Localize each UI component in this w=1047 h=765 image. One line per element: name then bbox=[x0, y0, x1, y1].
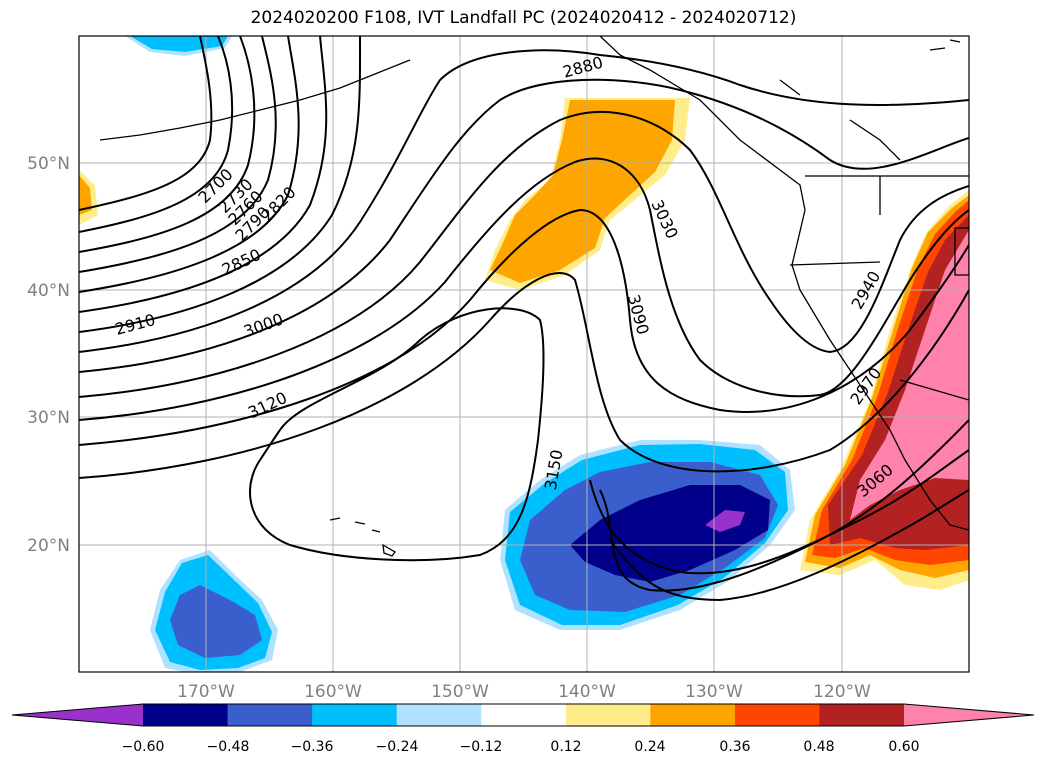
height-contours bbox=[79, 36, 969, 602]
colorbar-bin bbox=[481, 704, 567, 726]
colorbar-tick-label: 0.12 bbox=[550, 739, 581, 755]
lat-label: 50°N bbox=[27, 154, 70, 174]
lat-label: 40°N bbox=[27, 281, 70, 301]
colorbar-extend-max bbox=[904, 704, 1034, 726]
colorbar-tick-label: −0.60 bbox=[122, 739, 165, 755]
colorbar-extend-min bbox=[12, 704, 143, 726]
colorbar-outline bbox=[11, 703, 1035, 727]
colorbar-bin bbox=[734, 704, 820, 726]
lon-label: 130°W bbox=[685, 682, 743, 702]
colorbar-tick-label: −0.24 bbox=[376, 739, 419, 755]
map-frame bbox=[78, 35, 970, 673]
colorbar-bin bbox=[565, 704, 651, 726]
gridlines bbox=[79, 36, 969, 672]
lon-label: 150°W bbox=[431, 682, 489, 702]
latitude-labels: 50°N 40°N 30°N 20°N bbox=[27, 154, 70, 556]
colorbar-bin bbox=[312, 704, 398, 726]
longitude-labels: 170°W 160°W 150°W 140°W 130°W 120°W bbox=[177, 682, 871, 702]
coastlines bbox=[99, 36, 969, 557]
lat-label: 30°N bbox=[27, 408, 70, 428]
colorbar-bin bbox=[143, 704, 229, 726]
colorbar-bin bbox=[396, 704, 482, 726]
colorbar-bin bbox=[227, 704, 313, 726]
colorbar-tick-label: −0.12 bbox=[460, 739, 503, 755]
contour-label: 2850 bbox=[219, 245, 264, 279]
lon-label: 170°W bbox=[177, 682, 235, 702]
colorbar-tick-label: 0.60 bbox=[888, 739, 919, 755]
lon-label: 160°W bbox=[304, 682, 362, 702]
colorbar-tick-label: 0.36 bbox=[719, 739, 750, 755]
lon-label: 140°W bbox=[558, 682, 616, 702]
lat-label: 20°N bbox=[27, 536, 70, 556]
contour-label: 3090 bbox=[624, 292, 653, 336]
map-title: 2024020200 F108, IVT Landfall PC (202402… bbox=[250, 8, 797, 28]
map-plot-area: 2700 2730 2760 2790 2820 2850 2880 2910 … bbox=[79, 36, 969, 672]
colorbar-bin bbox=[650, 704, 736, 726]
colorbar-ticks: −0.60 −0.48 −0.36 −0.24 −0.12 0.12 0.24 … bbox=[122, 739, 920, 755]
colorbar-bin bbox=[819, 704, 905, 726]
contour-label: 3000 bbox=[241, 309, 286, 341]
lon-label: 120°W bbox=[813, 682, 871, 702]
contour-label: 2910 bbox=[113, 310, 157, 339]
colorbar-tick-label: −0.48 bbox=[207, 739, 250, 755]
colorbar bbox=[11, 703, 1035, 727]
colorbar-tick-label: 0.24 bbox=[634, 739, 665, 755]
colorbar-tick-label: 0.48 bbox=[803, 739, 834, 755]
colorbar-tick-label: −0.36 bbox=[291, 739, 334, 755]
contour-label: 2880 bbox=[561, 53, 605, 82]
